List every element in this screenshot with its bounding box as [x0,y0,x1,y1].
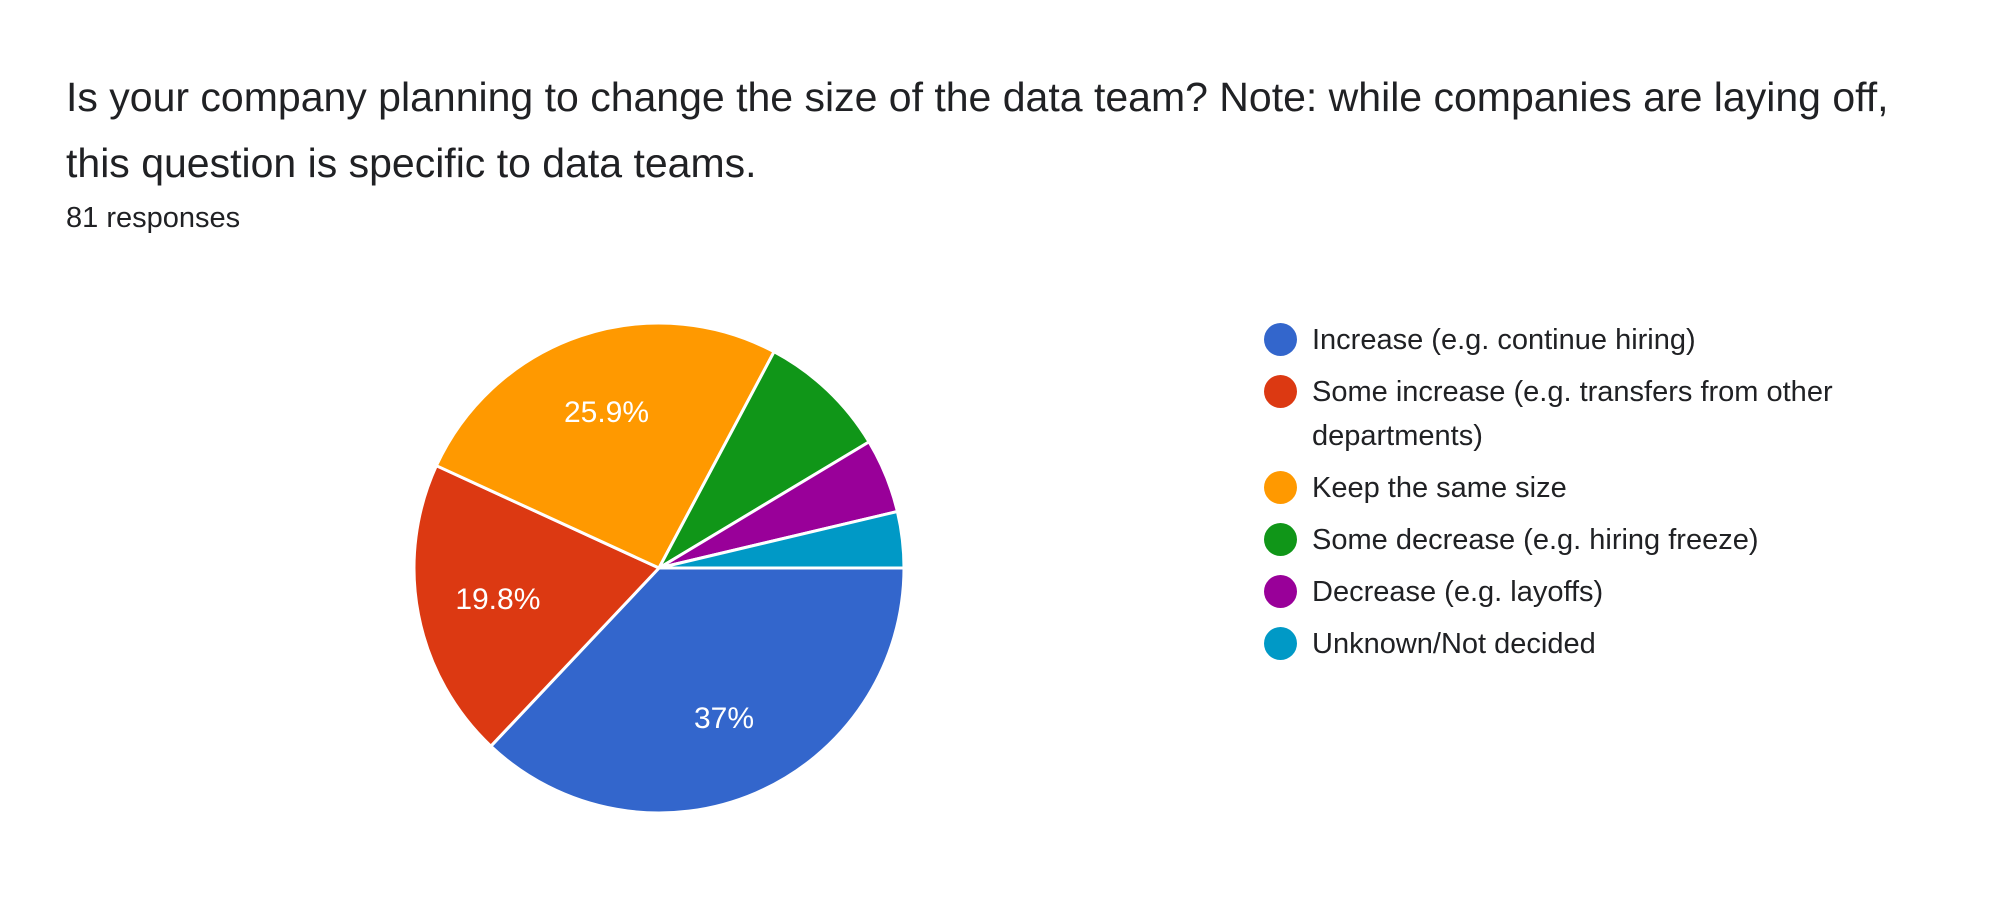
legend-label: Some increase (e.g. transfers from other… [1312,376,1833,452]
legend-item-0: Increase (e.g. continue hiring) [1264,318,1964,362]
legend-swatch-icon [1264,471,1297,504]
legend-label: Some decrease (e.g. hiring freeze) [1312,524,1759,556]
pie-slice-label-2: 25.9% [564,396,649,429]
legend-swatch-icon [1264,575,1297,608]
legend-item-2: Keep the same size [1264,466,1964,510]
pie-slice-label-1: 19.8% [455,583,540,616]
legend-label: Increase (e.g. continue hiring) [1312,324,1696,356]
legend-swatch-icon [1264,627,1297,660]
pie-slice-3 [657,350,871,570]
legend-swatch-icon [1264,323,1297,356]
legend-label: Unknown/Not decided [1312,628,1596,660]
chart-legend: Increase (e.g. continue hiring) Some incr… [1264,318,1964,674]
response-count: 81 responses [66,202,241,234]
pie-slices [412,321,906,815]
pie-slice-2 [434,321,776,570]
legend-item-1: Some increase (e.g. transfers from other… [1264,370,1964,458]
legend-item-3: Some decrease (e.g. hiring freeze) [1264,518,1964,562]
legend-item-5: Unknown/Not decided [1264,622,1964,666]
legend-label: Keep the same size [1312,472,1567,504]
legend-swatch-icon [1264,375,1297,408]
pie-slice-5 [657,509,906,570]
pie-slice-0 [489,566,906,815]
pie-slice-1 [412,464,661,748]
legend-label: Decrease (e.g. layoffs) [1312,576,1604,608]
pie-slice-label-0: 37% [694,702,754,735]
pie-slice-labels: 37% 19.8% 25.9% [455,396,754,735]
legend-swatch-icon [1264,523,1297,556]
question-title: Is your company planning to change the s… [66,74,1889,186]
legend-item-4: Decrease (e.g. layoffs) [1264,570,1964,614]
